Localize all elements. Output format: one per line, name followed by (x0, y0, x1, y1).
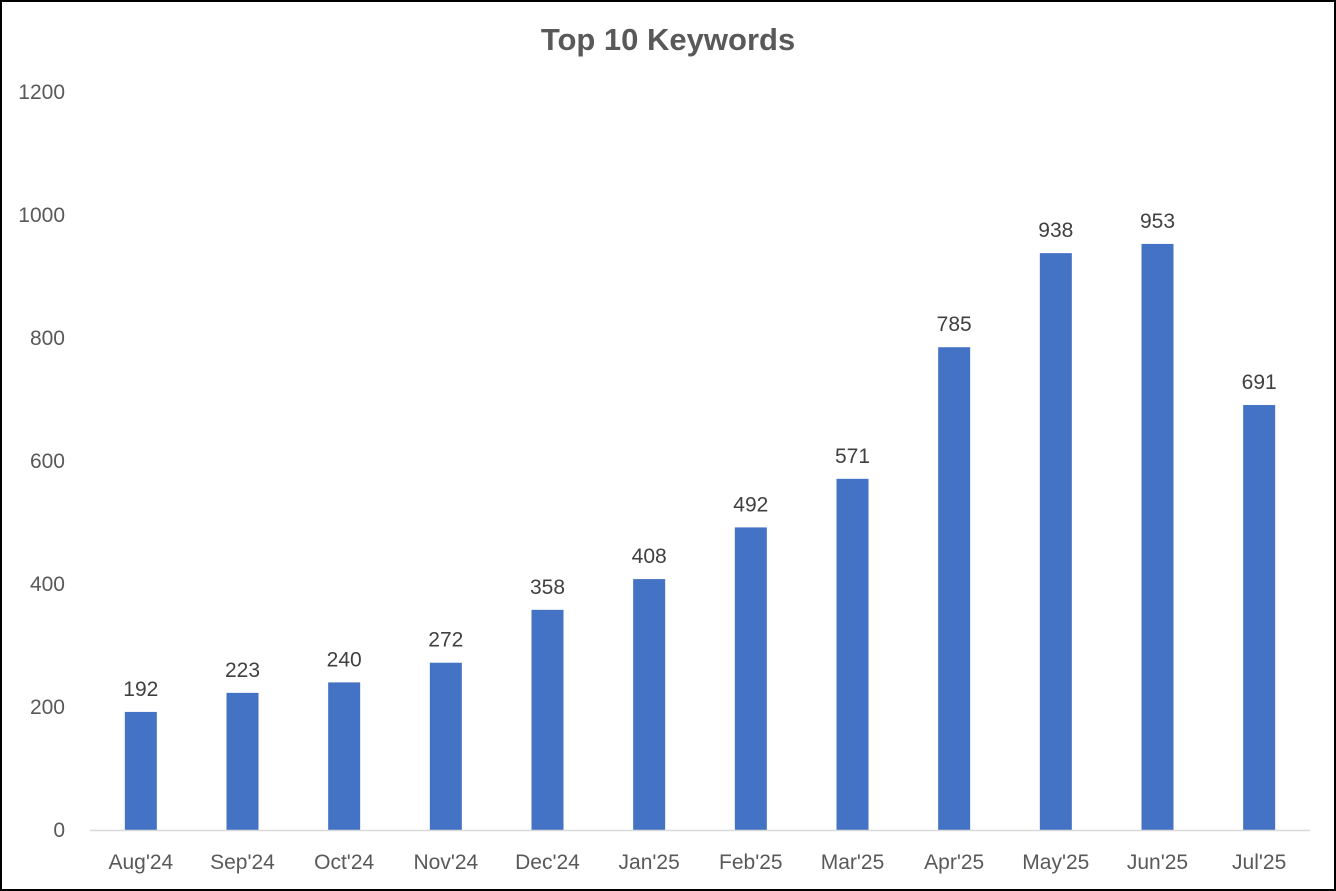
bar (938, 347, 971, 830)
bar (1243, 405, 1276, 830)
bar (836, 478, 869, 830)
bar (328, 682, 361, 830)
x-tick-label: Nov'24 (413, 851, 478, 874)
bar (226, 692, 259, 830)
x-tick-label: Sep'24 (210, 851, 275, 874)
x-tick-label: May'25 (1022, 851, 1089, 874)
x-tick-label: Dec'24 (515, 851, 580, 874)
chart-title: Top 10 Keywords (540, 22, 796, 57)
x-tick-label: Jun'25 (1127, 851, 1188, 874)
bar-value-label: 223 (225, 659, 260, 682)
x-tick-label: Mar'25 (821, 851, 885, 874)
data-labels: 192 223 240 272 358 408 492 571 785 938 953 691 (123, 210, 1276, 701)
y-tick-label: 1000 (18, 204, 65, 227)
x-tick-label: Oct'24 (314, 851, 374, 874)
bar-value-label: 408 (632, 545, 667, 568)
bar-value-label: 785 (937, 313, 972, 336)
bar (124, 711, 157, 830)
bar-series (124, 243, 1276, 830)
bar (1141, 243, 1174, 830)
y-tick-label: 800 (30, 327, 65, 350)
x-tick-label: Apr'25 (924, 851, 984, 874)
bar-value-label: 272 (428, 629, 463, 652)
bar-value-label: 240 (327, 648, 362, 671)
y-tick-label: 0 (53, 819, 65, 842)
y-tick-label: 400 (30, 573, 65, 596)
x-tick-label: Aug'24 (108, 851, 173, 874)
y-tick-label: 1200 (18, 81, 65, 104)
bar-value-label: 938 (1038, 219, 1073, 242)
x-tick-label: Jul'25 (1232, 851, 1286, 874)
bar-value-label: 192 (123, 678, 158, 701)
y-axis: 0 200 400 600 800 1000 1200 (18, 81, 65, 842)
bar (633, 579, 666, 830)
bar (734, 527, 767, 830)
bar (1039, 253, 1072, 830)
bar-value-label: 691 (1242, 371, 1277, 394)
y-tick-label: 600 (30, 450, 65, 473)
bar-value-label: 492 (733, 493, 768, 516)
bar (429, 662, 462, 830)
bar-value-label: 953 (1140, 210, 1175, 233)
bar-value-label: 571 (835, 445, 870, 468)
bar-value-label: 358 (530, 576, 565, 599)
x-tick-label: Feb'25 (719, 851, 783, 874)
x-axis: Aug'24 Sep'24 Oct'24 Nov'24 Dec'24 Jan'25 Feb'… (108, 851, 1286, 874)
bar (531, 609, 564, 830)
y-tick-label: 200 (30, 696, 65, 719)
x-tick-label: Jan'25 (619, 851, 680, 874)
